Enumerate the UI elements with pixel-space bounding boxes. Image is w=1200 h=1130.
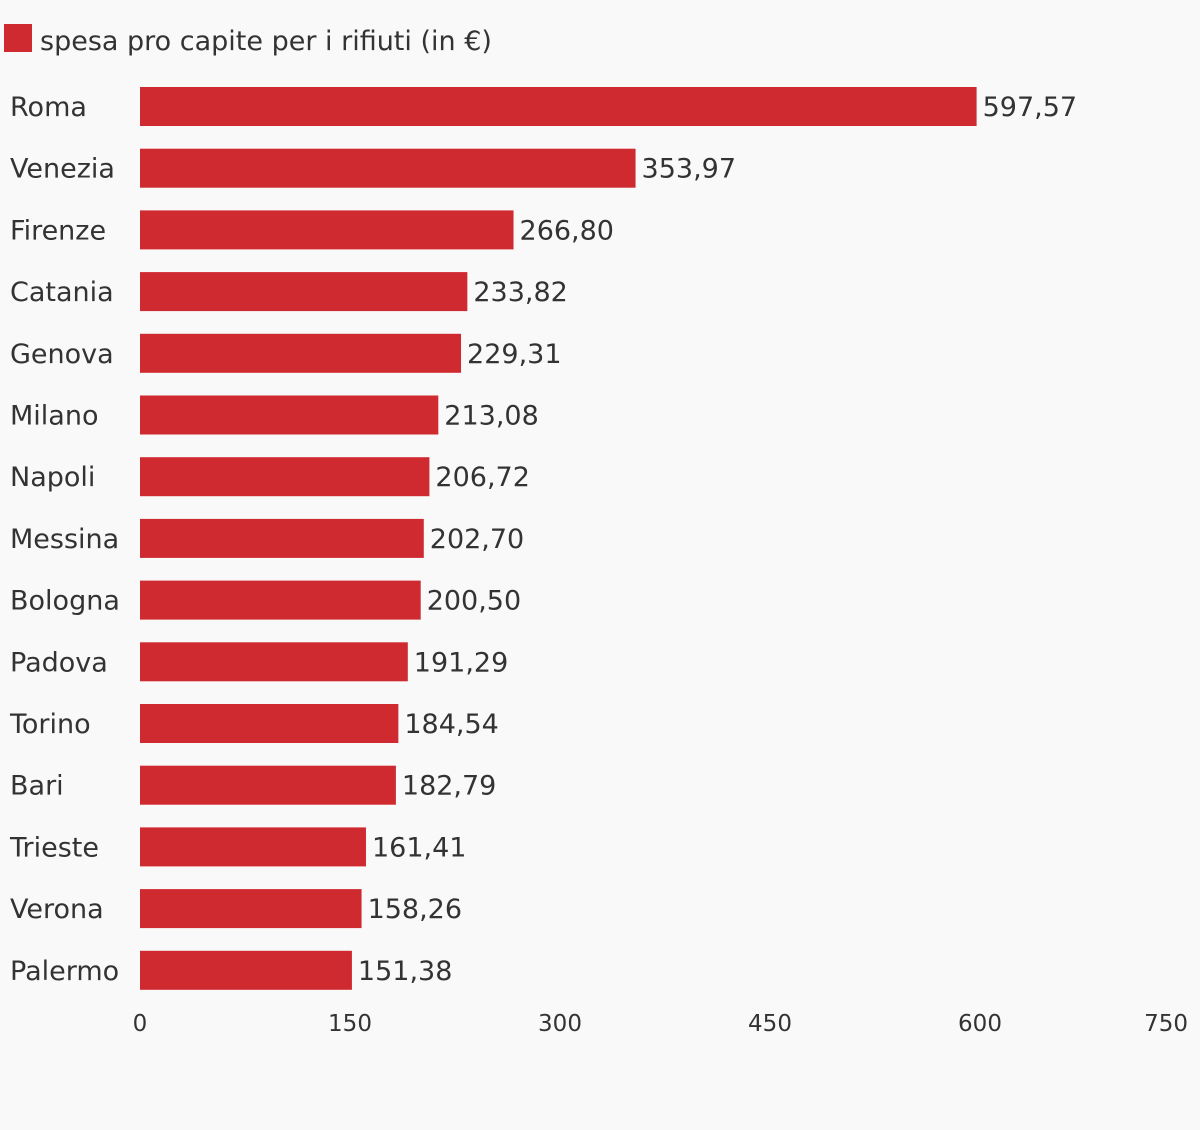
bar-row: Verona 158,26 [10, 889, 462, 929]
x-tick-label: 450 [748, 1011, 792, 1037]
bar [140, 87, 977, 126]
bar [140, 272, 468, 312]
bar [140, 457, 430, 497]
bar [140, 580, 421, 620]
category-label: Trieste [9, 832, 99, 863]
x-tick-label: 150 [328, 1011, 372, 1037]
category-label: Padova [10, 647, 108, 678]
category-label: Genova [10, 339, 114, 370]
category-label: Messina [10, 524, 119, 555]
value-label: 597,57 [983, 92, 1077, 123]
value-label: 202,70 [430, 524, 524, 555]
bar-row: Firenze 266,80 [10, 210, 614, 250]
category-label: Bari [10, 771, 64, 802]
category-label: Torino [9, 709, 91, 740]
bar [140, 395, 439, 435]
bar [140, 333, 462, 373]
bar [140, 148, 636, 188]
bar-row: Milano 213,08 [10, 395, 539, 435]
value-label: 206,72 [435, 462, 529, 493]
x-tick-label: 750 [1144, 1011, 1188, 1037]
bar-row: Bologna 200,50 [10, 580, 521, 620]
bar-row: Bari 182,79 [10, 765, 496, 805]
value-label: 229,31 [467, 339, 561, 370]
bar-row: Palermo 151,38 [10, 950, 452, 990]
bar-row: Napoli 206,72 [10, 457, 530, 497]
value-label: 213,08 [444, 401, 538, 432]
bar [140, 518, 424, 558]
legend-label: spesa pro capite per i rifiuti (in €) [40, 26, 492, 57]
value-label: 353,97 [642, 154, 736, 185]
value-label: 266,80 [520, 215, 614, 246]
bar [140, 827, 366, 867]
category-label: Bologna [10, 586, 120, 617]
bar [140, 704, 399, 743]
category-label: Verona [10, 894, 104, 925]
x-tick-label: 0 [133, 1011, 148, 1037]
category-label: Catania [10, 277, 114, 308]
value-label: 161,41 [372, 832, 466, 863]
bar-row: Padova 191,29 [10, 642, 508, 682]
value-label: 200,50 [427, 586, 521, 617]
x-axis: 0 150 300 450 600 750 [133, 1011, 1188, 1037]
value-label: 182,79 [402, 771, 496, 802]
bar-rows: Roma 597,57 Venezia 353,97 Firenze 266,80 Cata… [9, 87, 1077, 990]
bar-row: Genova 229,31 [10, 333, 562, 373]
category-label: Milano [10, 401, 98, 432]
value-label: 191,29 [414, 647, 508, 678]
bar-row: Catania 233,82 [10, 272, 568, 312]
category-label: Venezia [10, 154, 115, 185]
value-label: 184,54 [404, 709, 498, 740]
value-label: 158,26 [368, 894, 462, 925]
bar-row: Messina 202,70 [10, 518, 524, 558]
x-tick-label: 300 [538, 1011, 582, 1037]
bar-row: Roma 597,57 [10, 87, 1077, 126]
bar-row: Torino 184,54 [9, 704, 499, 743]
value-label: 151,38 [358, 956, 452, 987]
category-label: Roma [10, 92, 87, 123]
legend: spesa pro capite per i rifiuti (in €) [4, 24, 492, 57]
category-label: Napoli [10, 462, 95, 493]
bar [140, 950, 352, 990]
bar [140, 642, 408, 682]
category-label: Palermo [10, 956, 119, 987]
bar-row: Trieste 161,41 [9, 827, 466, 867]
value-label: 233,82 [473, 277, 567, 308]
legend-swatch [4, 24, 32, 52]
category-label: Firenze [10, 215, 106, 246]
bar-row: Venezia 353,97 [10, 148, 736, 188]
bar [140, 210, 514, 250]
bar [140, 765, 396, 805]
x-tick-label: 600 [958, 1011, 1002, 1037]
bar [140, 889, 362, 929]
